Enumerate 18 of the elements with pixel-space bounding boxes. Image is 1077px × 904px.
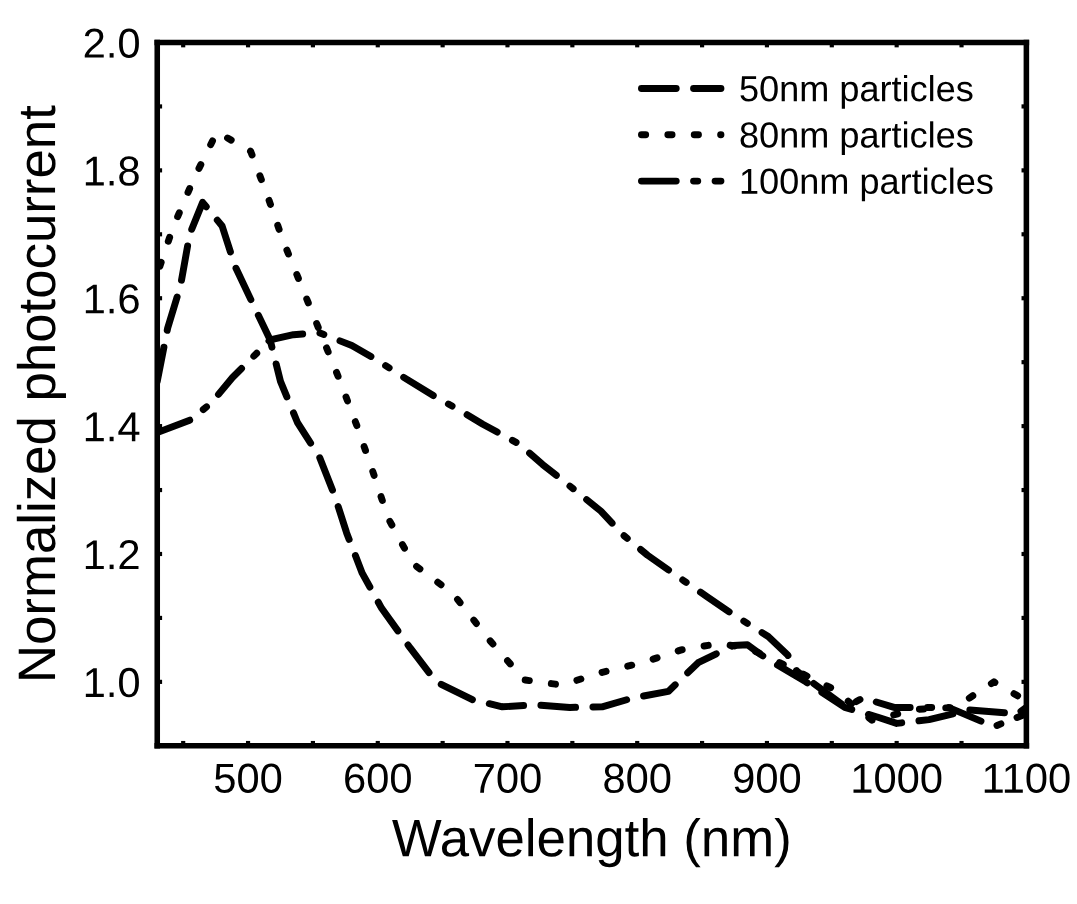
x-tick-label: 1000	[853, 763, 942, 794]
y-axis-title: Normalized photocurrent	[16, 105, 66, 679]
y-tick-label: 1.2	[85, 539, 139, 570]
legend-label: 50nm particles	[740, 74, 973, 109]
y-tick-label: 1.4	[85, 412, 140, 442]
x-tick-label: 800	[604, 763, 671, 794]
y-tick-label: 2.0	[84, 28, 139, 58]
x-tick-label: 700	[474, 763, 541, 794]
x-axis-title: Wavelength (nm)	[392, 817, 789, 868]
x-tick-label: 900	[734, 763, 801, 794]
legend-label: 100nm particles	[741, 167, 993, 202]
x-tick-label: 500	[214, 763, 282, 794]
y-tick-label: 1.8	[85, 156, 139, 186]
x-tick-label: 1100	[984, 763, 1070, 794]
y-tick-label: 1.0	[85, 667, 139, 698]
legend-label: 80nm particles	[740, 121, 973, 155]
y-tick-label: 1.6	[85, 284, 139, 314]
x-tick-label: 600	[345, 763, 411, 794]
